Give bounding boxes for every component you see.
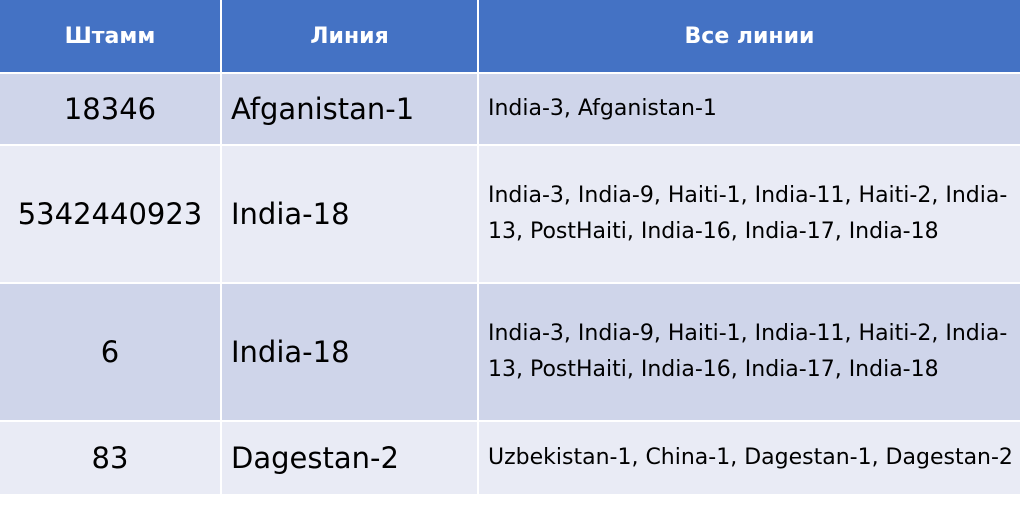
cell-strain: 6: [0, 283, 222, 422]
cell-line: Dagestan-2: [221, 421, 479, 496]
table-row: 5342440923 India-18 India-3, India-9, Ha…: [0, 145, 1022, 284]
table-row: 83 Dagestan-2 Uzbekistan-1, China-1, Dag…: [0, 421, 1022, 496]
table-header-row: Штамм Линия Все линии: [0, 0, 1022, 74]
cell-all-lines: India-3, Afganistan-1: [478, 73, 1022, 146]
header-line: Линия: [221, 0, 479, 74]
cell-all-lines: India-3, India-9, Haiti-1, India-11, Hai…: [478, 283, 1022, 422]
strain-lines-table: Штамм Линия Все линии 18346 Afganistan-1…: [0, 0, 1022, 496]
cell-strain: 5342440923: [0, 145, 222, 284]
strain-lines-table-container: Штамм Линия Все линии 18346 Afganistan-1…: [0, 0, 1022, 496]
table-row: 18346 Afganistan-1 India-3, Afganistan-1: [0, 73, 1022, 146]
table-row: 6 India-18 India-3, India-9, Haiti-1, In…: [0, 283, 1022, 422]
cell-all-lines: India-3, India-9, Haiti-1, India-11, Hai…: [478, 145, 1022, 284]
cell-line: India-18: [221, 145, 479, 284]
cell-line: India-18: [221, 283, 479, 422]
header-all-lines: Все линии: [478, 0, 1022, 74]
cell-all-lines: Uzbekistan-1, China-1, Dagestan-1, Dages…: [478, 421, 1022, 496]
cell-strain: 83: [0, 421, 222, 496]
header-strain: Штамм: [0, 0, 222, 74]
cell-strain: 18346: [0, 73, 222, 146]
cell-line: Afganistan-1: [221, 73, 479, 146]
